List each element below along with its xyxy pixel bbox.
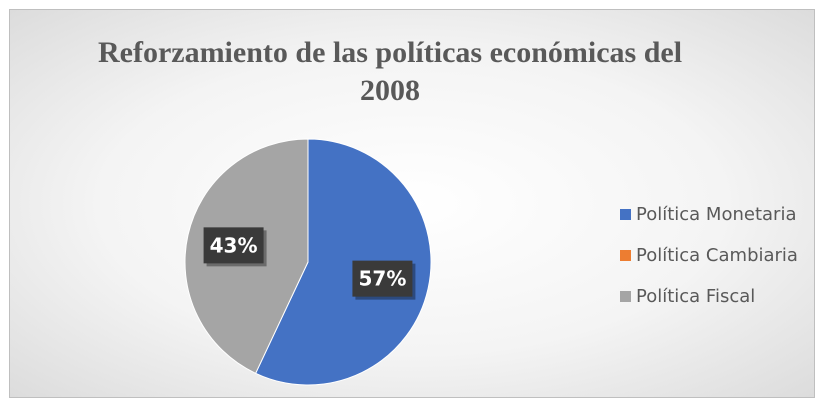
chart-title: Reforzamiento de las políticas económica…: [97, 36, 683, 107]
data-label-politica-fiscal: 43%: [203, 227, 267, 267]
chart-area: Reforzamiento de las políticas económica…: [9, 9, 815, 398]
legend-label: Política Fiscal: [636, 285, 756, 307]
legend-label: Política Monetaria: [636, 203, 797, 225]
legend-swatch: [620, 208, 631, 220]
legend-item-politica-cambiaria: Política Cambiaria: [620, 243, 798, 267]
pie-slice-politica-monetaria: [254, 138, 432, 386]
svg-text:43%: 43%: [210, 233, 258, 257]
pie-chart: 57% 43%: [184, 138, 432, 386]
legend-swatch: [620, 249, 631, 261]
legend-item-politica-fiscal: Política Fiscal: [620, 284, 798, 308]
data-label-politica-monetaria: 57%: [352, 260, 416, 300]
legend-label: Política Cambiaria: [636, 244, 798, 266]
pie-data-labels: 57% 43%: [203, 227, 416, 300]
svg-text:57%: 57%: [358, 267, 406, 291]
legend-item-politica-monetaria: Política Monetaria: [620, 202, 798, 226]
chart-legend: Política Monetaria Política Cambiaria Polí…: [620, 202, 798, 325]
legend-swatch: [620, 290, 631, 302]
